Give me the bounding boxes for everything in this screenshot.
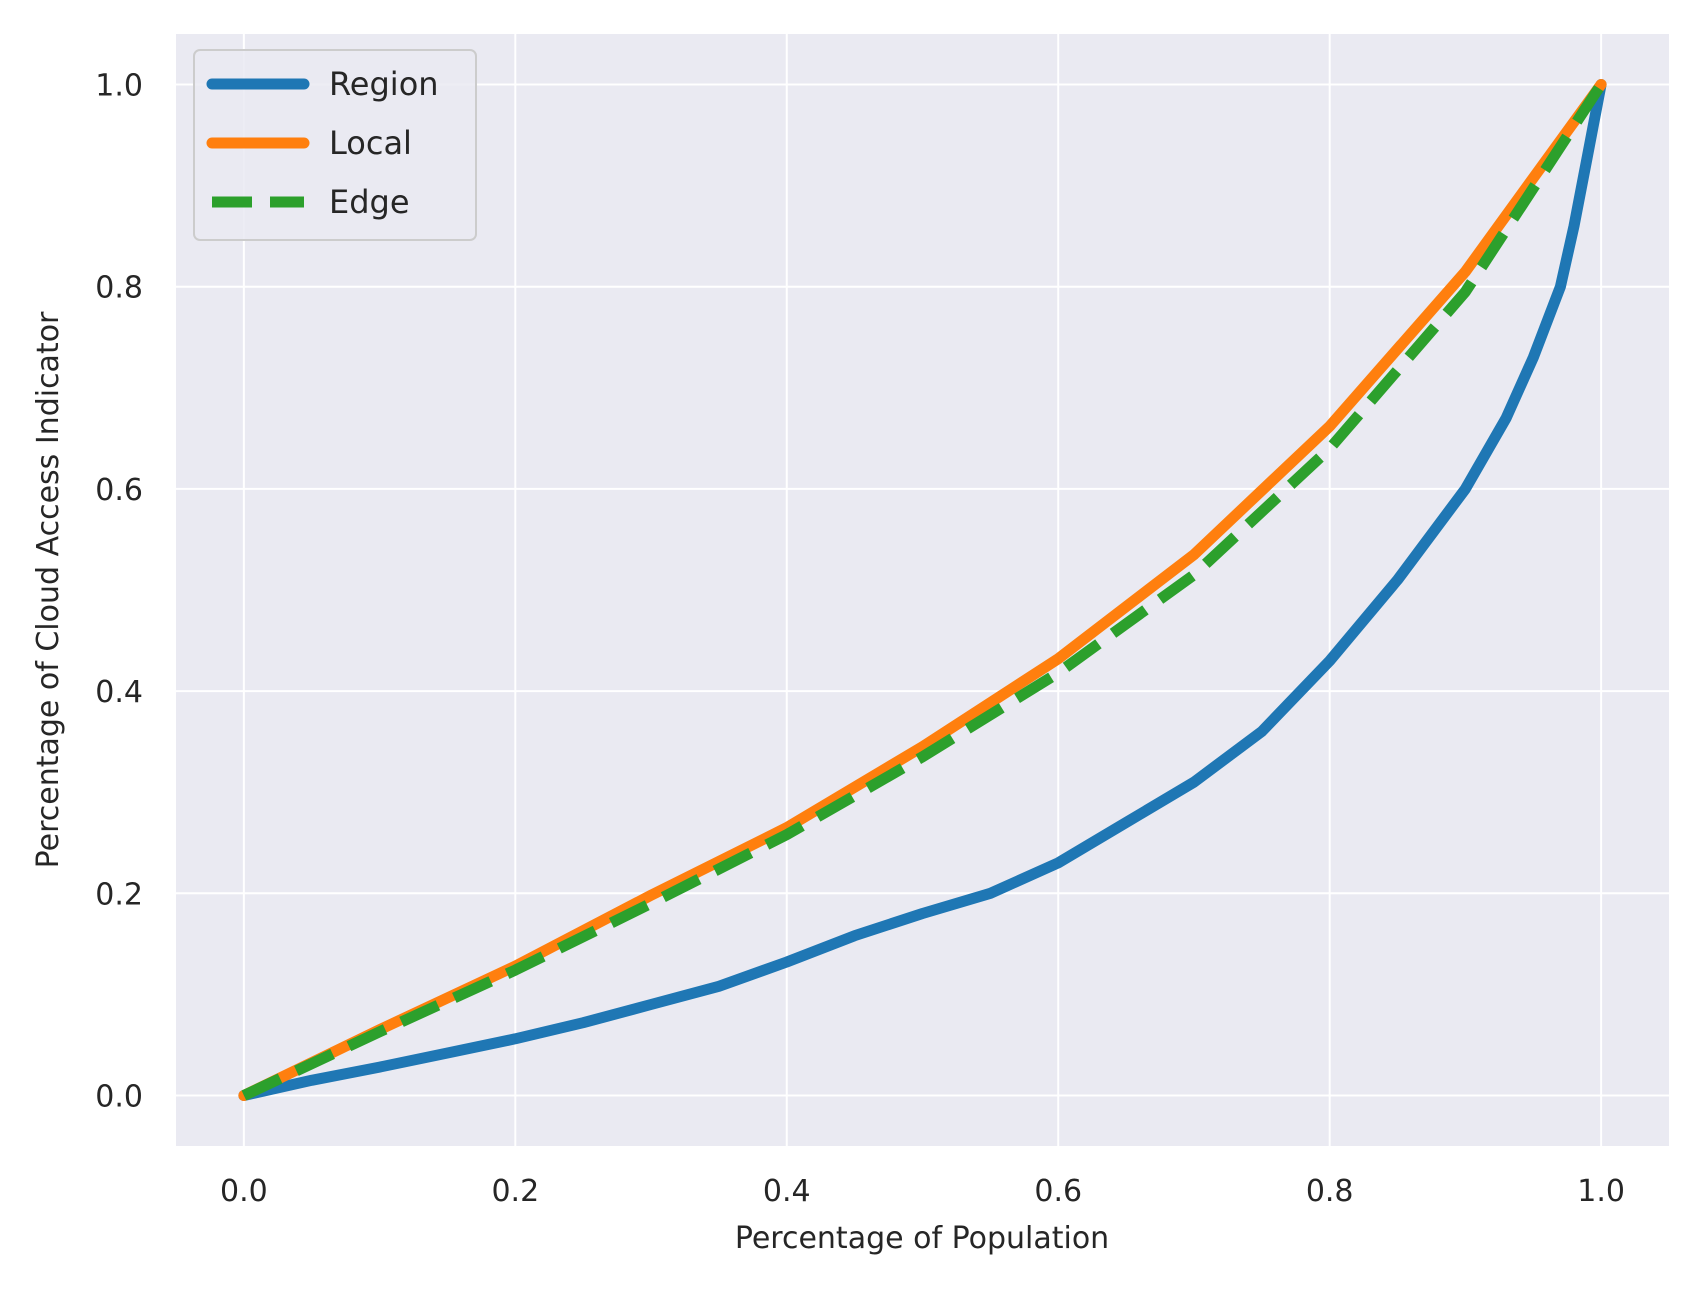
grid <box>176 34 1669 1146</box>
series-line-region <box>238 79 1607 1101</box>
y-tick-label: 1.0 <box>95 69 143 104</box>
legend-label-local: Local <box>329 124 412 162</box>
x-tick-label: 0.4 <box>763 1174 811 1209</box>
y-tick-label: 0.2 <box>95 877 143 912</box>
y-tick-labels: 0.0 0.2 0.4 0.6 0.8 1.0 <box>95 69 143 1115</box>
series-line-edge <box>241 81 1606 1101</box>
y-tick-label: 0.0 <box>95 1079 143 1114</box>
legend-label-edge: Edge <box>329 183 410 221</box>
x-tick-label: 1.0 <box>1577 1174 1625 1209</box>
x-tick-labels: 0.0 0.2 0.4 0.6 0.8 1.0 <box>220 1174 1625 1209</box>
x-axis-label: Percentage of Population <box>735 1221 1109 1256</box>
x-tick-label: 0.6 <box>1034 1174 1082 1209</box>
x-tick-label: 0.8 <box>1306 1174 1354 1209</box>
y-tick-label: 0.6 <box>95 473 143 508</box>
y-axis-label: Percentage of Cloud Access Indicator <box>31 311 66 868</box>
legend-box <box>193 49 477 241</box>
y-tick-label: 0.4 <box>95 675 143 710</box>
legend: Region Local Edge <box>193 49 477 241</box>
series-group <box>238 79 1607 1101</box>
x-tick-label: 0.0 <box>220 1174 268 1209</box>
x-tick-label: 0.2 <box>491 1174 539 1209</box>
legend-label-region: Region <box>329 65 439 103</box>
y-tick-label: 0.8 <box>95 271 143 306</box>
